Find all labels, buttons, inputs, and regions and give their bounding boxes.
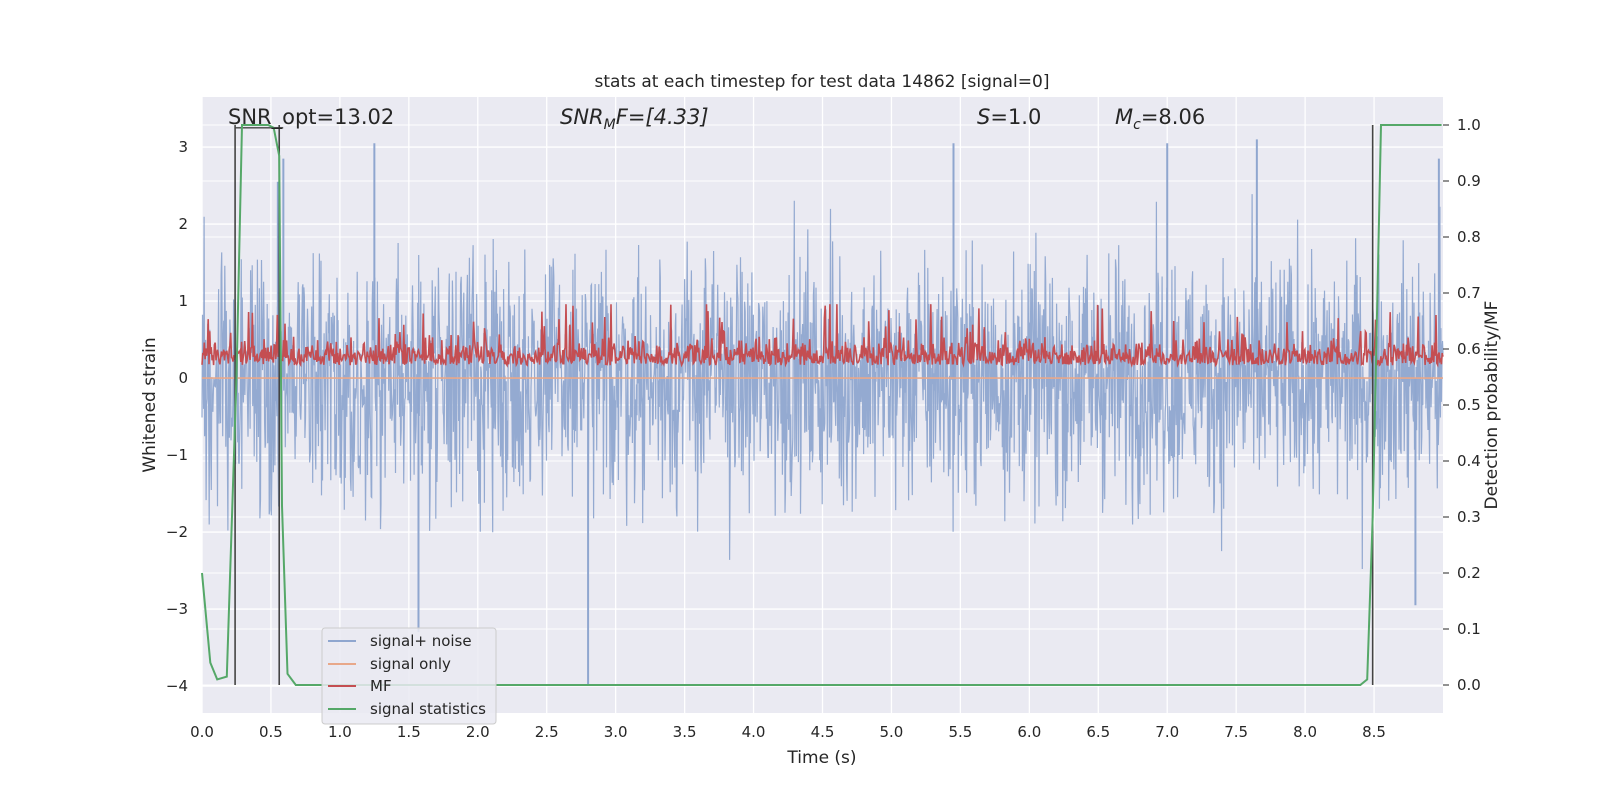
y-tick-label-right: 0.0 [1457, 676, 1481, 694]
legend-label-noise: signal+ noise [370, 632, 472, 650]
series-mf [201, 304, 1444, 368]
y-tick-label-left: −4 [166, 677, 188, 695]
legend-label-mf: MF [370, 677, 392, 695]
y-tick-label-right: 1.0 [1457, 116, 1481, 134]
series-signal-statistics [201, 124, 1442, 686]
y-tick-label-left: 1 [178, 292, 188, 310]
y-tick-label-right: 0.9 [1457, 172, 1481, 190]
x-tick-label: 7.0 [1155, 723, 1179, 741]
y-tick-label-right: 0.6 [1457, 340, 1481, 358]
x-tick-label: 3.5 [673, 723, 697, 741]
y-tick-label-left: 3 [178, 138, 188, 156]
x-tick-label: 3.0 [604, 723, 628, 741]
x-tick-label: 8.5 [1362, 723, 1386, 741]
y-axis-label-left: Whitened strain [140, 337, 160, 472]
y-tick-label-left: −2 [166, 523, 188, 541]
x-tick-label: 8.0 [1293, 723, 1317, 741]
y-tick-label-left: −3 [166, 600, 188, 618]
chart-title: stats at each timestep for test data 148… [595, 72, 1050, 92]
legend-label-signal-only: signal only [370, 655, 451, 673]
mf-trace [201, 304, 1444, 368]
x-tick-label: 0.5 [259, 723, 283, 741]
legend-label-statistics: signal statistics [370, 700, 486, 718]
y-tick-label-right: 0.3 [1457, 508, 1481, 526]
y-tick-label-right: 0.8 [1457, 228, 1481, 246]
x-tick-label: 1.5 [397, 723, 421, 741]
y-axis-label-right: Detection probability/MF [1482, 301, 1502, 510]
y-tick-label-left: 0 [178, 369, 188, 387]
legend-box [321, 627, 497, 725]
x-tick-label: 7.5 [1224, 723, 1248, 741]
x-tick-label: 4.5 [811, 723, 835, 741]
annotation-mc: Mc=8.06 [1115, 105, 1205, 133]
x-tick-label: 2.5 [535, 723, 559, 741]
y-tick-label-right: 0.5 [1457, 396, 1481, 414]
x-tick-label: 6.0 [1017, 723, 1041, 741]
x-tick-label: 0.0 [190, 723, 214, 741]
y-tick-label-right: 0.1 [1457, 620, 1481, 638]
annotation-s: S=1.0 [977, 105, 1041, 129]
axes: 0.0 0.5 1.0 1.5 2.0 2.5 3.0 3.5 4.0 4.5 5.0 5.5 6.0 6… [166, 116, 1481, 741]
legend: signal+ noise signal only MF signal stat… [321, 627, 497, 725]
y-tick-label-right: 0.7 [1457, 284, 1481, 302]
x-tick-label: 5.0 [880, 723, 904, 741]
y-tick-label-left: 2 [178, 215, 188, 233]
annotation-snr-mf: SNRMF=[4.33] [560, 105, 709, 133]
x-tick-label: 1.0 [328, 723, 352, 741]
y-tick-label-right: 0.4 [1457, 452, 1481, 470]
annotation-snr-opt: SNR_opt=13.02 [228, 105, 394, 130]
x-tick-label: 2.0 [466, 723, 490, 741]
y-tick-label-left: −1 [166, 446, 188, 464]
x-axis-label: Time (s) [786, 748, 856, 768]
statistics-line [201, 124, 1442, 686]
x-tick-label: 4.0 [742, 723, 766, 741]
x-tick-label: 6.5 [1086, 723, 1110, 741]
y-tick-label-right: 0.2 [1457, 564, 1481, 582]
x-tick-label: 5.5 [948, 723, 972, 741]
